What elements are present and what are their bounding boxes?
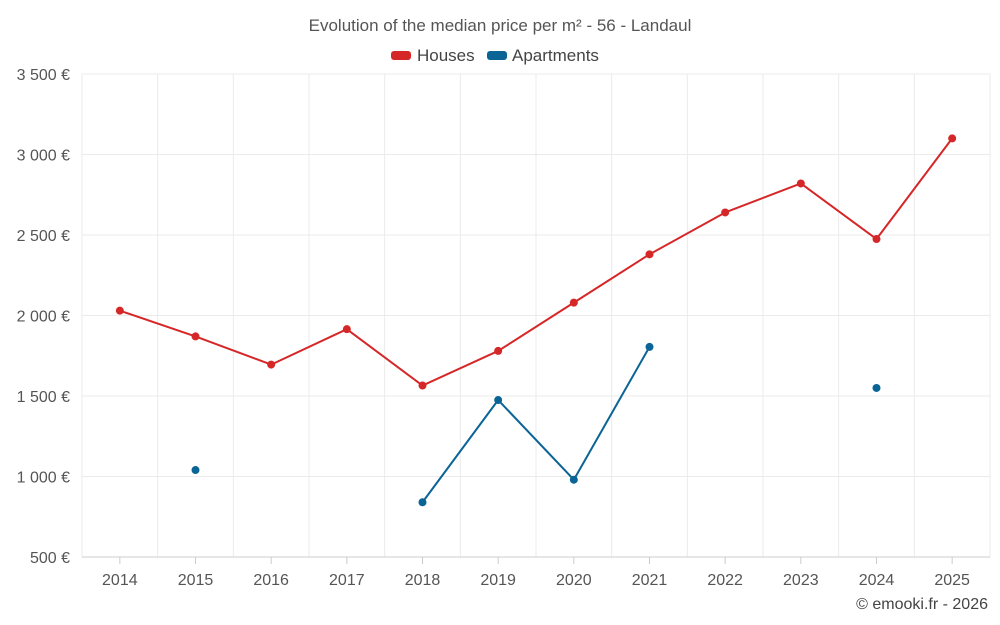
credit-text: © emooki.fr - 2026: [856, 596, 988, 613]
data-point-houses[interactable]: [342, 325, 351, 334]
x-tick-label: 2014: [102, 572, 138, 589]
data-point-houses[interactable]: [191, 332, 200, 341]
y-tick-label: 2 500 €: [17, 228, 70, 245]
data-point-apartments[interactable]: [872, 383, 881, 392]
data-point-houses[interactable]: [494, 346, 503, 355]
data-point-houses[interactable]: [796, 179, 805, 188]
x-tick-label: 2016: [253, 572, 289, 589]
data-point-apartments[interactable]: [645, 342, 654, 351]
x-tick-label: 2017: [329, 572, 365, 589]
x-tick-label: 2021: [632, 572, 668, 589]
legend-swatch-houses: [391, 51, 411, 60]
series-houses: [115, 134, 957, 390]
series-apartments: [191, 342, 881, 507]
series-layer: [115, 134, 957, 507]
data-point-apartments[interactable]: [569, 475, 578, 484]
data-point-houses[interactable]: [872, 235, 881, 244]
data-point-houses[interactable]: [418, 381, 427, 390]
data-point-houses[interactable]: [267, 360, 276, 369]
data-point-apartments[interactable]: [418, 498, 427, 507]
grid: [81, 73, 991, 558]
y-tick-label: 2 000 €: [17, 309, 70, 326]
y-axis-ticks: 500 € 1 000 € 1 500 € 2 000 € 2 500 € 3 000 €…: [17, 67, 70, 567]
x-tick-label: 2015: [178, 572, 214, 589]
data-point-houses[interactable]: [569, 298, 578, 307]
data-point-houses[interactable]: [948, 134, 957, 143]
data-point-apartments[interactable]: [191, 466, 200, 475]
x-tick-label: 2019: [480, 572, 516, 589]
x-tick-label: 2020: [556, 572, 592, 589]
data-point-houses[interactable]: [115, 306, 124, 315]
legend-item-houses[interactable]: Houses: [391, 46, 475, 65]
y-tick-label: 1 000 €: [17, 470, 70, 487]
x-tick-label: 2024: [859, 572, 895, 589]
legend-label-apartments: Apartments: [512, 46, 599, 65]
data-point-houses[interactable]: [645, 250, 654, 259]
chart-title: Evolution of the median price per m² - 5…: [309, 16, 692, 35]
legend-label-houses: Houses: [417, 46, 475, 65]
x-tick-label: 2022: [707, 572, 743, 589]
legend: Houses Apartments: [391, 46, 599, 65]
y-tick-label: 3 000 €: [17, 148, 70, 165]
x-tick-label: 2025: [934, 572, 970, 589]
data-point-apartments[interactable]: [494, 396, 503, 405]
data-point-houses[interactable]: [721, 208, 730, 217]
legend-item-apartments[interactable]: Apartments: [487, 46, 599, 65]
x-tick-label: 2018: [405, 572, 441, 589]
y-tick-label: 1 500 €: [17, 389, 70, 406]
series-line-apartments: [421, 346, 651, 503]
y-tick-label: 3 500 €: [17, 67, 70, 84]
y-tick-label: 500 €: [30, 550, 70, 567]
x-tick-label: 2023: [783, 572, 819, 589]
series-line-houses: [119, 137, 953, 387]
legend-swatch-apartments: [487, 51, 507, 60]
x-axis-ticks: 2014 2015 2016 2017 2018 2019 2020 2021 2022 2023…: [102, 557, 970, 589]
